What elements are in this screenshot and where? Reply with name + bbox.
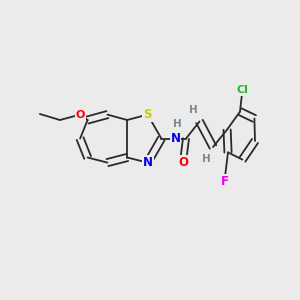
Text: H: H [172,119,182,129]
Text: O: O [178,155,188,169]
Text: H: H [188,105,197,115]
Text: N: N [170,132,181,145]
Text: H: H [202,154,211,164]
Text: N: N [142,156,153,169]
Text: Cl: Cl [236,85,248,95]
Text: S: S [143,108,152,121]
Text: F: F [220,175,228,188]
Text: O: O [75,110,85,120]
